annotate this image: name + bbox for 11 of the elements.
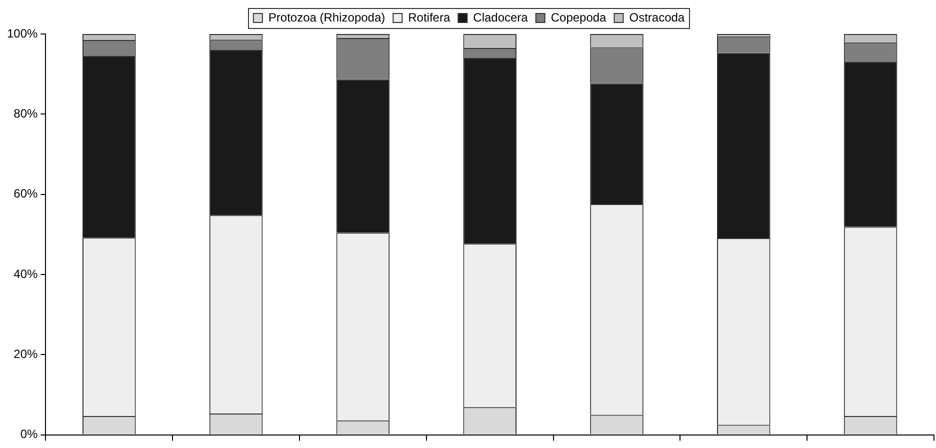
y-tick-label: 100% (6, 26, 38, 40)
y-tick-label: 80% (14, 106, 38, 120)
y-tick-label: 60% (14, 186, 38, 201)
legend-label: Ostracoda (629, 10, 685, 24)
legend-label: Copepoda (550, 10, 607, 24)
y-tick-label: 40% (14, 266, 38, 281)
legend-label: Rotifera (408, 10, 450, 24)
legend-label: Cladocera (473, 10, 528, 24)
y-tick-label: 0% (20, 427, 38, 442)
y-tick-label: 20% (14, 346, 38, 361)
legend-label: Protozoa (Rhizopoda) (268, 10, 386, 24)
